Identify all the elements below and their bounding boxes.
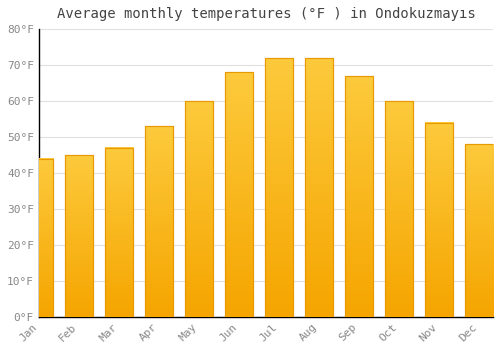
Bar <box>305 58 333 317</box>
Bar <box>145 126 173 317</box>
Bar <box>265 58 293 317</box>
Bar <box>465 144 493 317</box>
Bar <box>185 101 213 317</box>
Bar <box>65 155 93 317</box>
Bar <box>25 159 53 317</box>
Bar <box>305 58 333 317</box>
Bar <box>345 76 373 317</box>
Bar <box>385 101 413 317</box>
Bar <box>225 72 253 317</box>
Bar <box>225 72 253 317</box>
Bar <box>65 155 93 317</box>
Bar <box>265 58 293 317</box>
Bar <box>385 101 413 317</box>
Bar <box>145 126 173 317</box>
Title: Average monthly temperatures (°F ) in Ondokuzmayıs: Average monthly temperatures (°F ) in On… <box>56 7 476 21</box>
Bar <box>345 76 373 317</box>
Bar <box>105 148 133 317</box>
Bar <box>105 148 133 317</box>
Bar <box>425 122 453 317</box>
Bar <box>25 159 53 317</box>
Bar <box>425 122 453 317</box>
Bar <box>185 101 213 317</box>
Bar <box>465 144 493 317</box>
